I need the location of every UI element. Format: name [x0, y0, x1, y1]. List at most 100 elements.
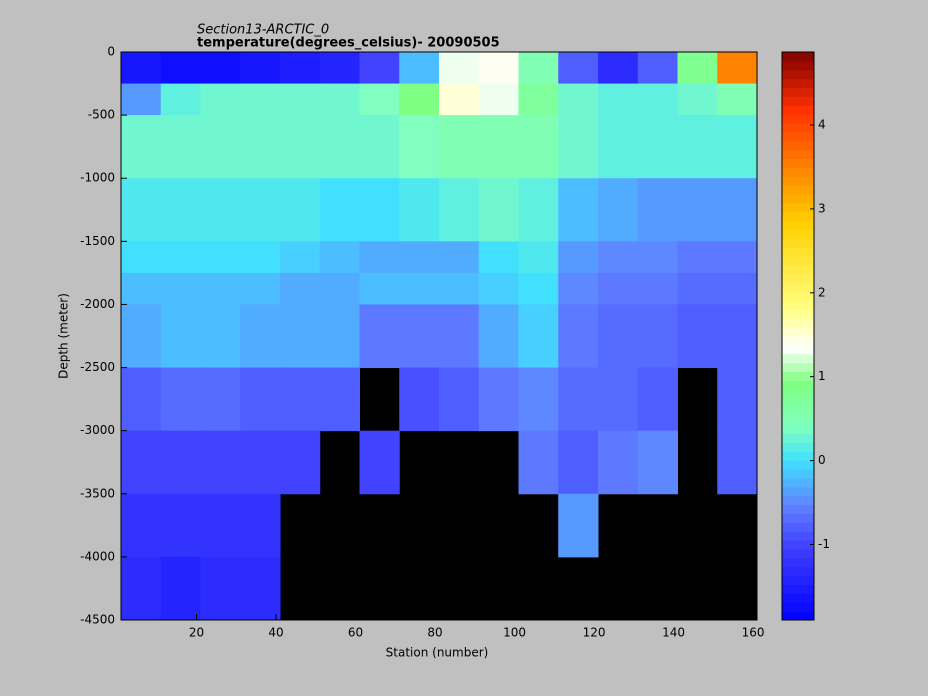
heat-cell	[240, 272, 281, 305]
heat-cell	[240, 367, 281, 432]
colorbar-swatch	[782, 522, 814, 532]
heat-cell	[280, 115, 321, 179]
heat-cell	[359, 241, 400, 274]
colorbar-swatch	[782, 469, 814, 479]
heat-cell	[598, 52, 639, 85]
colorbar-swatch	[782, 336, 814, 346]
heat-cell	[478, 115, 519, 179]
heat-cell	[478, 272, 519, 305]
heat-cell	[677, 272, 718, 305]
heat-cell	[399, 52, 440, 85]
colorbar-swatch	[782, 362, 814, 372]
heat-cell	[558, 367, 599, 432]
heat-cell	[240, 556, 281, 621]
colorbar-swatch	[782, 247, 814, 257]
colorbar-swatch	[782, 602, 814, 612]
colorbar-swatch	[782, 140, 814, 151]
y-tick-label: 0	[107, 45, 115, 59]
heat-cell	[200, 304, 241, 369]
heat-cell	[160, 83, 201, 116]
colorbar-swatch	[782, 149, 814, 159]
colorbar-swatch	[782, 407, 814, 417]
colorbar-swatch	[782, 229, 814, 239]
heat-cell	[677, 304, 718, 369]
heat-cell	[399, 272, 440, 305]
colorbar-swatch	[782, 584, 814, 594]
colorbar-swatch	[782, 531, 814, 541]
heat-cell	[160, 52, 201, 85]
heat-cell	[319, 272, 360, 305]
colorbar-swatch	[782, 318, 814, 328]
heat-cell	[359, 430, 400, 495]
heat-cell	[518, 367, 559, 432]
heat-cell	[240, 304, 281, 369]
heat-cell	[439, 115, 480, 179]
heat-cell	[160, 178, 201, 242]
heat-cell	[717, 83, 758, 116]
heat-cell	[478, 367, 519, 432]
heat-cell	[121, 556, 162, 621]
heat-cell	[359, 52, 400, 85]
colorbar-swatch	[782, 344, 814, 355]
x-tick-label: 60	[348, 626, 363, 640]
chart-title: Section13-ARCTIC_0	[197, 23, 329, 38]
heat-cell	[240, 178, 281, 242]
heat-cell	[558, 430, 599, 495]
heat-cell	[399, 83, 440, 116]
heat-cell	[399, 304, 440, 369]
heat-cell	[319, 367, 360, 432]
heat-cell	[200, 493, 241, 558]
heat-cell	[677, 241, 718, 274]
colorbar-swatch	[782, 114, 814, 124]
heat-cell	[280, 178, 321, 242]
heat-cell	[200, 367, 241, 432]
colorbar-swatch	[782, 194, 814, 204]
x-tick-label: 100	[503, 626, 526, 640]
heat-cell	[558, 304, 599, 369]
colorbar-swatch	[782, 256, 814, 266]
colorbar-tick-label: 4	[818, 117, 826, 131]
colorbar-swatch	[782, 185, 814, 195]
heat-cell	[439, 367, 480, 432]
colorbar-swatch	[782, 495, 814, 506]
heat-cell	[558, 241, 599, 274]
heat-cell	[717, 430, 758, 495]
y-tick-label: -4500	[80, 613, 115, 627]
heat-cell	[280, 52, 321, 85]
colorbar-swatch	[782, 566, 814, 577]
heat-cell	[677, 115, 718, 179]
colorbar-swatch	[782, 540, 814, 550]
colorbar-swatch	[782, 202, 814, 213]
heat-cell	[637, 241, 678, 274]
heat-cell	[319, 52, 360, 85]
heat-cell	[359, 304, 400, 369]
colorbar-swatch	[782, 389, 814, 399]
heat-cell	[439, 241, 480, 274]
heat-cell	[717, 367, 758, 432]
colorbar-tick-label: 2	[818, 285, 826, 299]
heat-cell	[121, 178, 162, 242]
heat-cell	[518, 83, 559, 116]
heat-cell	[558, 83, 599, 116]
colorbar-tick-label: 1	[818, 369, 826, 383]
heat-cell	[240, 241, 281, 274]
heat-cell	[439, 272, 480, 305]
colorbar-swatch	[782, 486, 814, 497]
colorbar-swatch	[782, 575, 814, 585]
heat-cell	[677, 52, 718, 85]
colorbar-swatch	[782, 123, 814, 133]
heat-cell	[558, 52, 599, 85]
heat-cell	[439, 304, 480, 369]
heat-cell	[399, 178, 440, 242]
heat-cell	[280, 430, 321, 495]
heat-cell	[200, 272, 241, 305]
heat-cell	[280, 272, 321, 305]
heat-cell	[518, 178, 559, 242]
colorbar-swatch	[782, 478, 814, 488]
heat-cell	[598, 115, 639, 179]
colorbar-swatch	[782, 513, 814, 523]
colorbar-swatch	[782, 52, 814, 62]
heat-cell	[598, 272, 639, 305]
heat-cell	[598, 304, 639, 369]
x-tick-label: 120	[583, 626, 606, 640]
